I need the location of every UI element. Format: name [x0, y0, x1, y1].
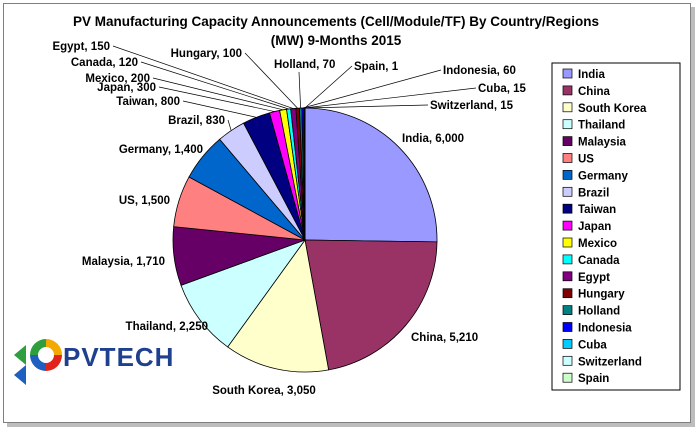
slice-labels: India, 6,000 China, 5,210 South Korea, 3,0… — [52, 41, 526, 397]
legend-label-brazil: Brazil — [578, 187, 609, 199]
slice-label-canada: Canada, 120 — [71, 57, 138, 69]
chart-subtitle: (MW) 9-Months 2015 — [271, 33, 402, 48]
legend-swatch-switzerland — [562, 355, 573, 366]
legend-swatch-cuba — [562, 339, 573, 349]
chart-title: PV Manufacturing Capacity Announcements … — [73, 14, 599, 29]
slice-label-malaysia: Malaysia, 1,710 — [82, 256, 165, 268]
legend-swatch-us — [562, 153, 573, 163]
slice-label-us: US, 1,500 — [119, 195, 170, 207]
legend: India China South Korea Thailand Malaysia US G… — [551, 62, 681, 391]
legend-label-india: India — [578, 69, 605, 81]
pie-slice-china — [304, 239, 438, 371]
legend-swatch-germany — [562, 170, 573, 180]
legend-swatch-south-korea — [562, 102, 573, 113]
legend-swatch-malaysia — [562, 136, 573, 146]
legend-label-thailand: Thailand — [578, 120, 625, 132]
legend-label-switzerland: Switzerland — [578, 356, 642, 368]
leader-line-hungary — [244, 52, 298, 109]
legend-label-hungary: Hungary — [578, 289, 625, 301]
legend-label-cuba: Cuba — [578, 339, 607, 351]
leader-line-brazil — [227, 119, 232, 131]
legend-label-china: China — [578, 86, 611, 98]
slice-label-germany: Germany, 1,400 — [119, 144, 203, 156]
legend-label-mexico: Mexico — [578, 238, 617, 250]
pie-slices — [172, 107, 438, 373]
slice-label-taiwan: Taiwan, 800 — [116, 96, 180, 108]
legend-swatch-brazil — [562, 186, 573, 197]
leader-line-spain — [304, 65, 353, 109]
leader-line-indonesia — [302, 69, 442, 109]
pie-slice-south-korea — [227, 239, 330, 373]
legend-label-germany: Germany — [578, 170, 628, 182]
legend-label-malaysia: Malaysia — [578, 137, 627, 149]
legend-box — [551, 62, 681, 391]
legend-label-holland: Holland — [578, 306, 620, 318]
legend-label-canada: Canada — [578, 255, 620, 267]
legend-swatch-mexico — [562, 237, 573, 248]
legend-label-south-korea: South Korea — [578, 103, 647, 115]
legend-label-us: US — [578, 154, 594, 166]
legend-swatch-canada — [562, 254, 573, 265]
legend-swatch-hungary — [562, 288, 573, 299]
legend-swatch-taiwan — [562, 203, 573, 214]
legend-swatch-indonesia — [562, 322, 573, 332]
slice-label-indonesia: Indonesia, 60 — [443, 65, 516, 77]
slice-label-spain: Spain, 1 — [354, 61, 399, 73]
pvtech-logo: PVTECH — [14, 339, 174, 385]
leader-line-japan — [158, 86, 275, 112]
slice-label-hungary: Hungary, 100 — [171, 48, 242, 60]
slice-label-brazil: Brazil, 830 — [168, 115, 225, 127]
logo-text: PVTECH — [63, 342, 174, 372]
leader-line-switzerland — [304, 104, 429, 109]
legend-swatch-egypt — [562, 271, 573, 282]
legend-label-egypt: Egypt — [578, 272, 610, 284]
legend-label-spain: Spain — [578, 373, 609, 385]
legend-swatch-holland — [562, 305, 573, 315]
legend-swatch-china — [562, 85, 573, 96]
pie-slice-india — [304, 107, 438, 243]
legend-swatch-india — [562, 68, 573, 79]
leader-line-mexico — [152, 77, 284, 111]
legend-swatch-spain — [562, 372, 573, 383]
legend-swatch-japan — [562, 220, 573, 231]
legend-label-japan: Japan — [578, 221, 611, 233]
slice-label-mexico: Mexico, 200 — [85, 73, 150, 85]
slice-label-egypt: Egypt, 150 — [52, 41, 110, 53]
leader-line-egypt — [112, 45, 294, 109]
legend-label-indonesia: Indonesia — [578, 323, 632, 335]
slice-label-japan: Japan, 300 — [97, 82, 156, 94]
logo-emblem-icon — [14, 339, 62, 385]
slice-label-thailand: Thailand, 2,250 — [126, 321, 208, 333]
slice-label-south-korea: South Korea, 3,050 — [212, 385, 316, 397]
leader-line-cuba — [304, 87, 477, 109]
leader-line-canada — [140, 61, 289, 110]
slice-label-holland: Holland, 70 — [274, 59, 335, 71]
leader-line-taiwan — [182, 100, 257, 118]
legend-swatch-thailand — [562, 119, 573, 130]
slice-label-cuba: Cuba, 15 — [478, 83, 527, 95]
slice-label-china: China, 5,210 — [411, 332, 478, 344]
leader-line-holland — [298, 71, 301, 109]
pie-slice-thailand — [180, 239, 307, 348]
slice-label-switzerland: Switzerland, 15 — [430, 100, 514, 112]
leader-lines — [112, 45, 477, 131]
slice-label-india: India, 6,000 — [402, 133, 464, 145]
legend-label-taiwan: Taiwan — [578, 204, 616, 216]
